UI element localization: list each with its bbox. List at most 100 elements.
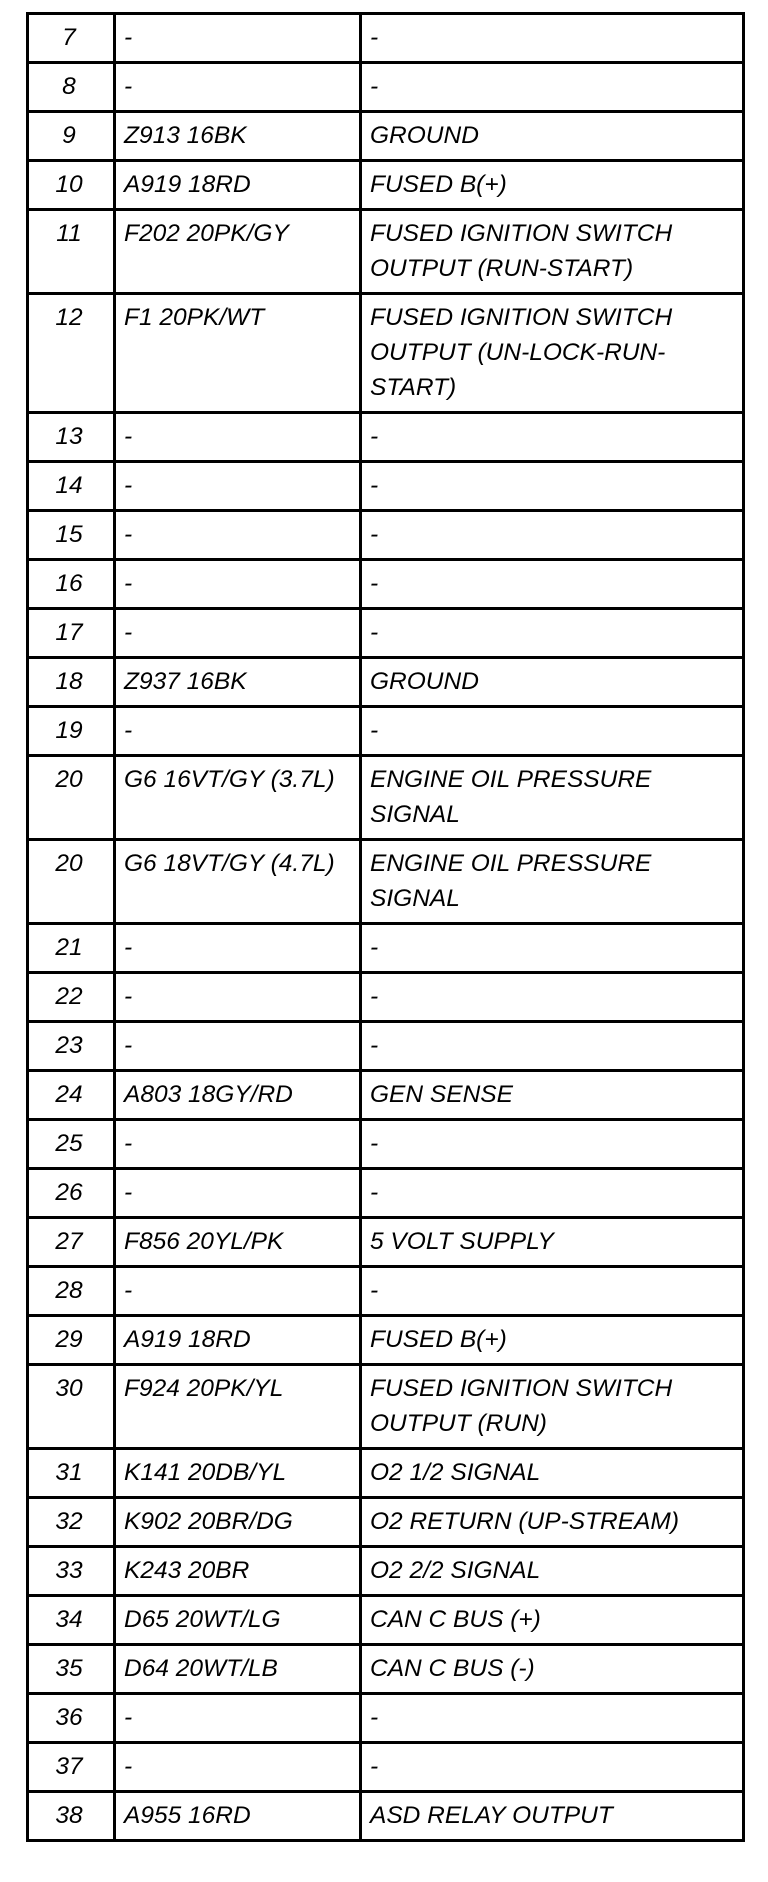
- table-row: 29 A919 18RD FUSED B(+): [26, 1314, 745, 1366]
- wire-cell: -: [113, 12, 362, 64]
- wire-cell: -: [113, 1692, 362, 1744]
- function-cell: FUSED IGNITION SWITCH OUTPUT (UN-LOCK-RU…: [359, 292, 745, 414]
- pin-cell: 22: [26, 971, 116, 1023]
- wire-cell: -: [113, 411, 362, 463]
- wire-cell: -: [113, 558, 362, 610]
- function-cell: CAN C BUS (-): [359, 1643, 745, 1695]
- table-row: 32 K902 20BR/DG O2 RETURN (UP-STREAM): [26, 1496, 745, 1548]
- pin-cell: 26: [26, 1167, 116, 1219]
- function-cell: -: [359, 509, 745, 561]
- wire-cell: G6 16VT/GY (3.7L): [113, 754, 362, 841]
- wire-cell: -: [113, 607, 362, 659]
- wire-cell: K902 20BR/DG: [113, 1496, 362, 1548]
- pin-cell: 30: [26, 1363, 116, 1450]
- pin-cell: 25: [26, 1118, 116, 1170]
- function-cell: ENGINE OIL PRESSURE SIGNAL: [359, 838, 745, 925]
- function-cell: -: [359, 1265, 745, 1317]
- function-cell: O2 RETURN (UP-STREAM): [359, 1496, 745, 1548]
- wire-cell: F1 20PK/WT: [113, 292, 362, 414]
- table-row: 12 F1 20PK/WT FUSED IGNITION SWITCH OUTPUT…: [26, 292, 745, 414]
- table-row: 35 D64 20WT/LB CAN C BUS (-): [26, 1643, 745, 1695]
- wire-cell: -: [113, 460, 362, 512]
- pin-cell: 24: [26, 1069, 116, 1121]
- table-row: 24 A803 18GY/RD GEN SENSE: [26, 1069, 745, 1121]
- pin-cell: 36: [26, 1692, 116, 1744]
- pin-cell: 38: [26, 1790, 116, 1842]
- pin-cell: 34: [26, 1594, 116, 1646]
- wire-cell: F202 20PK/GY: [113, 208, 362, 295]
- wire-cell: D65 20WT/LG: [113, 1594, 362, 1646]
- function-cell: -: [359, 460, 745, 512]
- function-cell: -: [359, 411, 745, 463]
- wire-cell: -: [113, 971, 362, 1023]
- function-cell: FUSED B(+): [359, 1314, 745, 1366]
- function-cell: -: [359, 1741, 745, 1793]
- pin-cell: 10: [26, 159, 116, 211]
- table-row: 17- -: [26, 607, 745, 659]
- pin-cell: 21: [26, 922, 116, 974]
- table-row: 33 K243 20BR O2 2/2 SIGNAL: [26, 1545, 745, 1597]
- function-cell: -: [359, 1692, 745, 1744]
- table-row: 10 A919 18RD FUSED B(+): [26, 159, 745, 211]
- table-row: 27 F856 20YL/PK 5 VOLT SUPPLY: [26, 1216, 745, 1268]
- wire-cell: -: [113, 922, 362, 974]
- wire-cell: A919 18RD: [113, 159, 362, 211]
- table-row: 31 K141 20DB/YL O2 1/2 SIGNAL: [26, 1447, 745, 1499]
- function-cell: FUSED IGNITION SWITCH OUTPUT (RUN-START): [359, 208, 745, 295]
- wire-cell: D64 20WT/LB: [113, 1643, 362, 1695]
- function-cell: -: [359, 558, 745, 610]
- table-row: 18 Z937 16BK GROUND: [26, 656, 745, 708]
- table-row: 20 G6 18VT/GY (4.7L) ENGINE OIL PRESSURE S…: [26, 838, 745, 925]
- connector-pinout-table: 7- -8- -9 Z913 16BK GROUND 10 A919 18RD FUSED B…: [26, 12, 745, 1842]
- function-cell: ENGINE OIL PRESSURE SIGNAL: [359, 754, 745, 841]
- function-cell: 5 VOLT SUPPLY: [359, 1216, 745, 1268]
- table-row: 25- -: [26, 1118, 745, 1170]
- pin-cell: 7: [26, 12, 116, 64]
- table-row: 38 A955 16RD ASD RELAY OUTPUT: [26, 1790, 745, 1842]
- function-cell: GROUND: [359, 656, 745, 708]
- function-cell: -: [359, 61, 745, 113]
- table-row: 15- -: [26, 509, 745, 561]
- wire-cell: Z937 16BK: [113, 656, 362, 708]
- table-row: 11 F202 20PK/GY FUSED IGNITION SWITCH OUTP…: [26, 208, 745, 295]
- wire-cell: -: [113, 61, 362, 113]
- pin-cell: 9: [26, 110, 116, 162]
- pin-cell: 32: [26, 1496, 116, 1548]
- pin-cell: 17: [26, 607, 116, 659]
- function-cell: -: [359, 705, 745, 757]
- pin-cell: 11: [26, 208, 116, 295]
- function-cell: -: [359, 1167, 745, 1219]
- wire-cell: -: [113, 705, 362, 757]
- table-row: 20 G6 16VT/GY (3.7L) ENGINE OIL PRESSURE S…: [26, 754, 745, 841]
- table-row: 22- -: [26, 971, 745, 1023]
- pin-cell: 33: [26, 1545, 116, 1597]
- table-row: 30 F924 20PK/YL FUSED IGNITION SWITCH OUTP…: [26, 1363, 745, 1450]
- pin-cell: 13: [26, 411, 116, 463]
- pin-cell: 27: [26, 1216, 116, 1268]
- wire-cell: A955 16RD: [113, 1790, 362, 1842]
- pin-cell: 29: [26, 1314, 116, 1366]
- table-row: 14- -: [26, 460, 745, 512]
- wire-cell: G6 18VT/GY (4.7L): [113, 838, 362, 925]
- pin-cell: 20: [26, 838, 116, 925]
- wire-cell: A803 18GY/RD: [113, 1069, 362, 1121]
- function-cell: FUSED B(+): [359, 159, 745, 211]
- table-row: 7--: [26, 12, 745, 64]
- table-row: 19- -: [26, 705, 745, 757]
- pin-cell: 28: [26, 1265, 116, 1317]
- wire-cell: -: [113, 509, 362, 561]
- function-cell: O2 2/2 SIGNAL: [359, 1545, 745, 1597]
- wire-cell: -: [113, 1118, 362, 1170]
- wire-cell: -: [113, 1167, 362, 1219]
- table-row: 26- -: [26, 1167, 745, 1219]
- table-row: 23- -: [26, 1020, 745, 1072]
- wire-cell: F924 20PK/YL: [113, 1363, 362, 1450]
- table-row: 16- -: [26, 558, 745, 610]
- wire-cell: F856 20YL/PK: [113, 1216, 362, 1268]
- table-row: 37- -: [26, 1741, 745, 1793]
- table-row: 36- -: [26, 1692, 745, 1744]
- table-row: 34 D65 20WT/LG CAN C BUS (+): [26, 1594, 745, 1646]
- wire-cell: K141 20DB/YL: [113, 1447, 362, 1499]
- function-cell: -: [359, 1118, 745, 1170]
- pin-cell: 31: [26, 1447, 116, 1499]
